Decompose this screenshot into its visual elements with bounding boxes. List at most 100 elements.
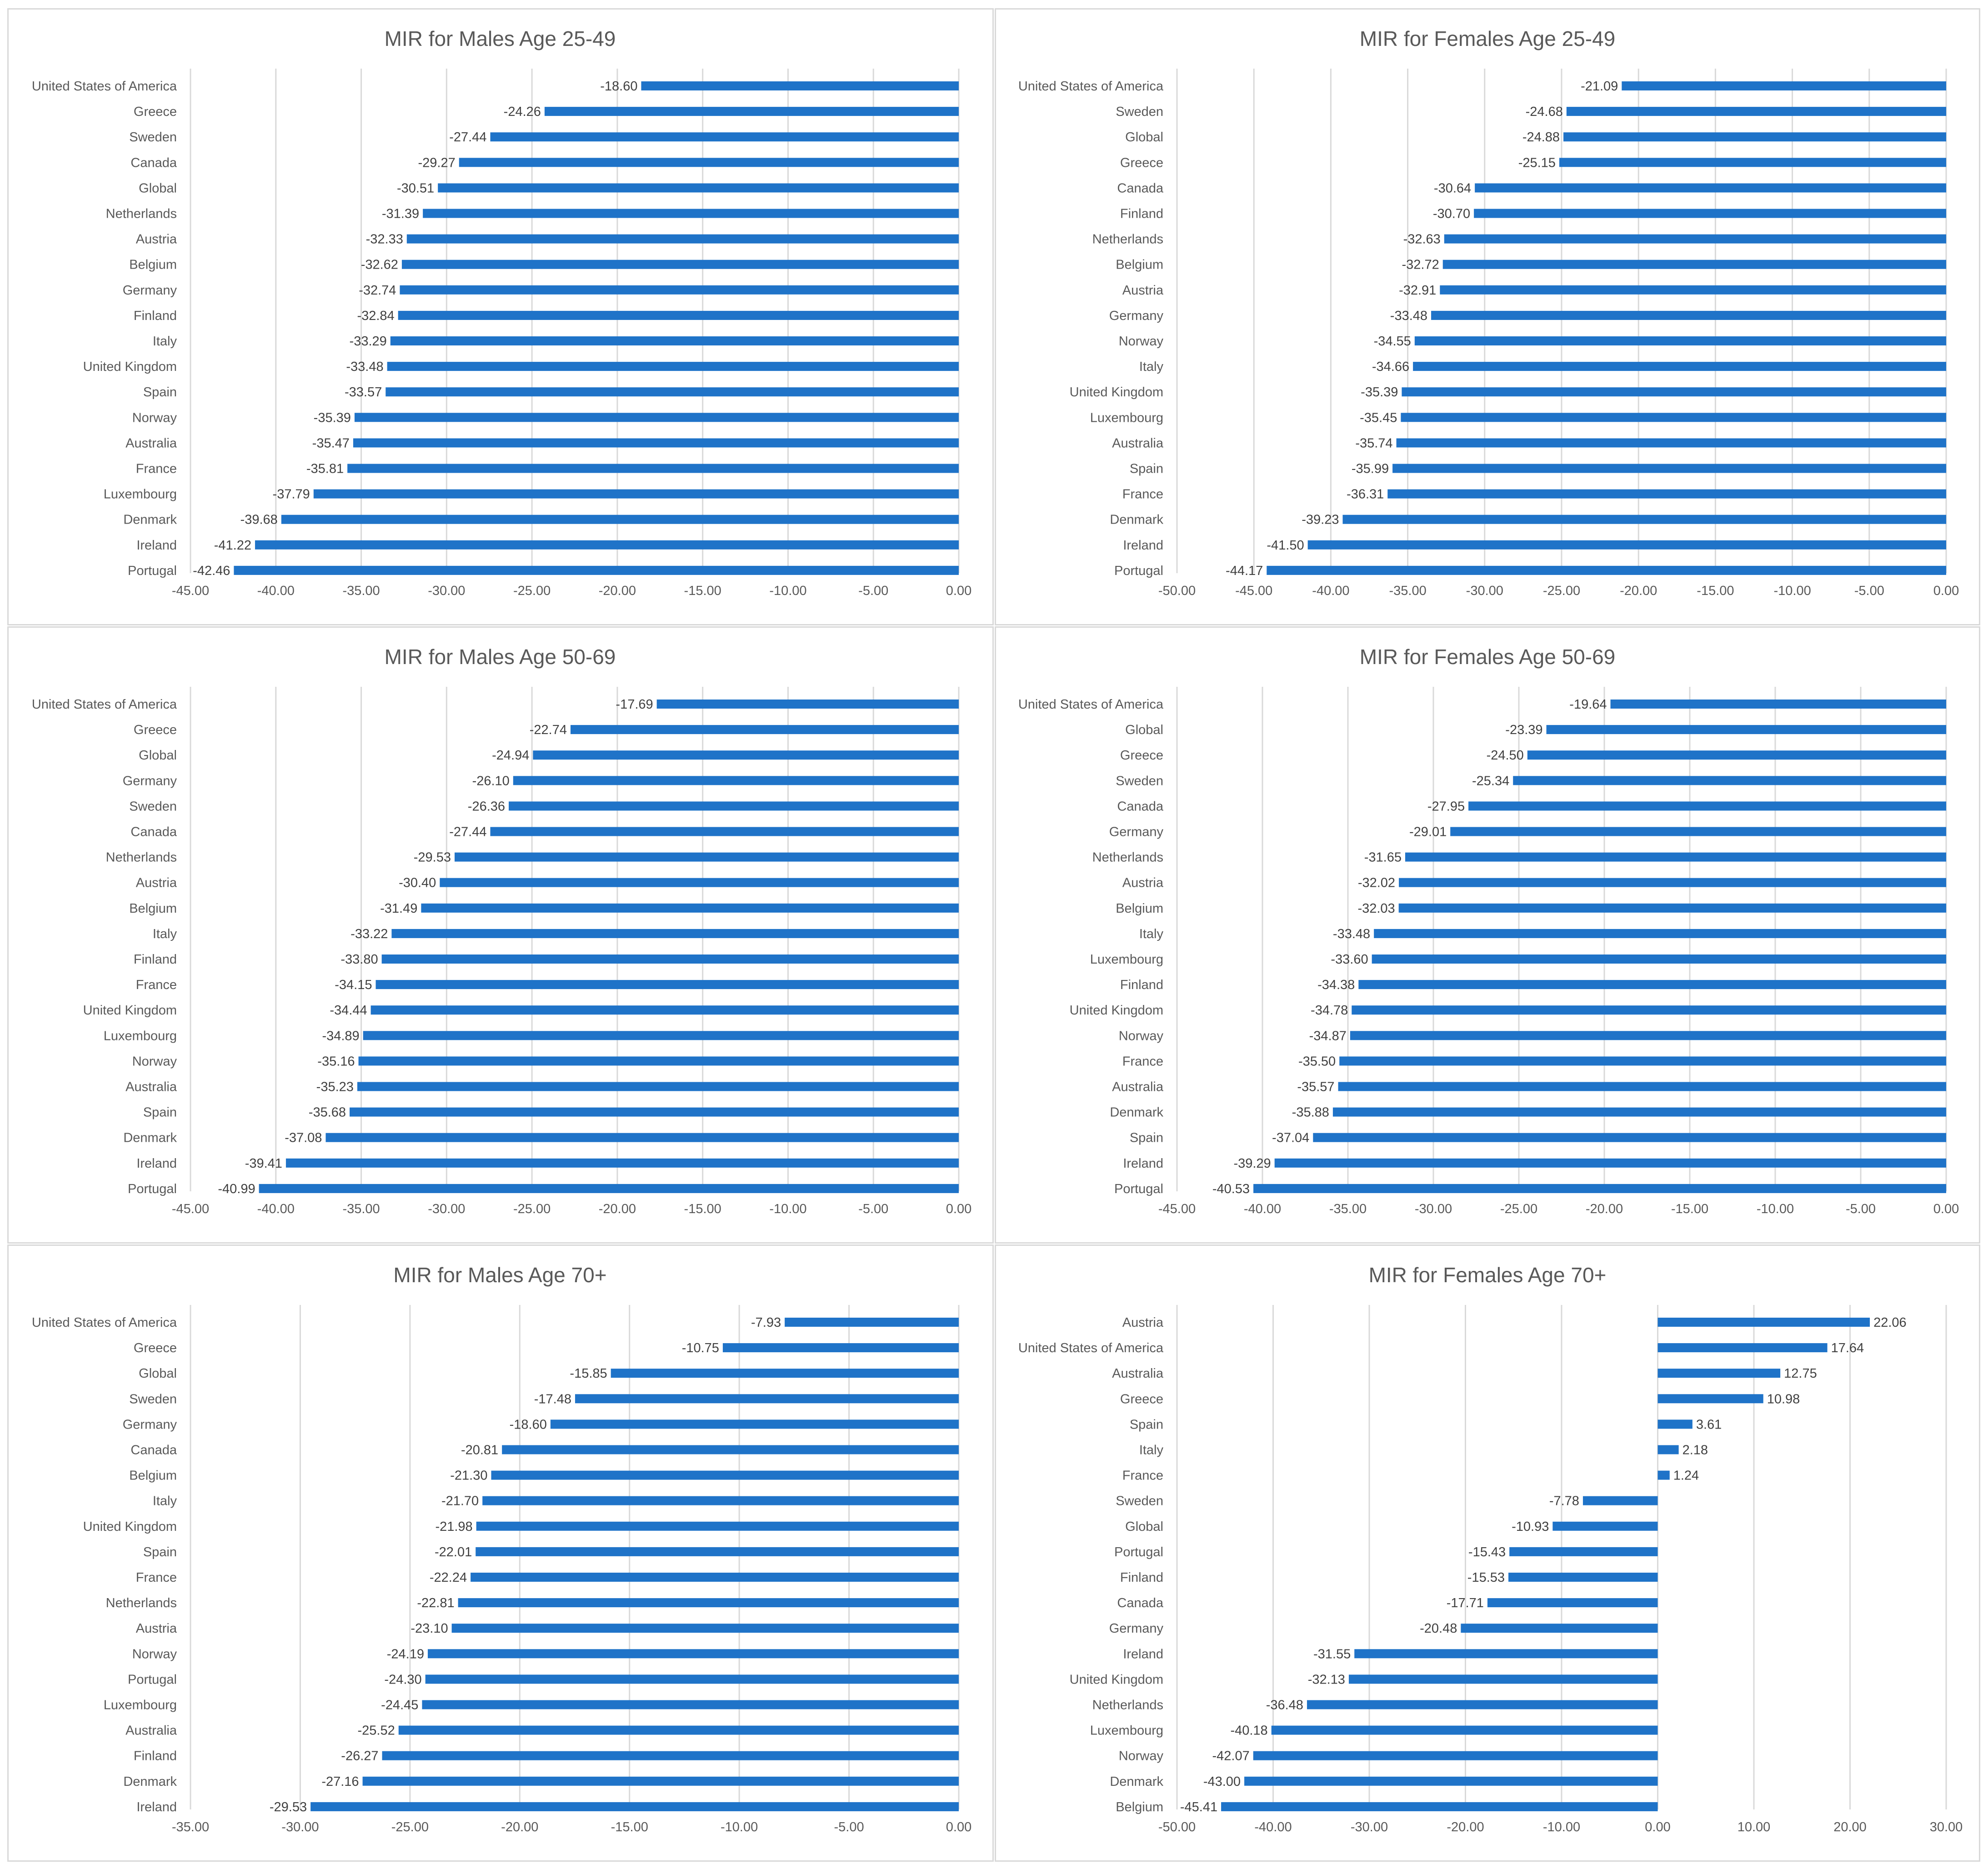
category-label: United Kingdom xyxy=(1070,1003,1163,1018)
bar xyxy=(490,132,959,142)
category-label: Canada xyxy=(1117,799,1163,814)
category-label: United States of America xyxy=(1018,79,1164,94)
bar xyxy=(1338,1082,1946,1091)
category-label: Greece xyxy=(134,1341,177,1355)
bar xyxy=(1582,1496,1658,1505)
category-label: Portugal xyxy=(1114,1545,1163,1559)
data-label: -35.99 xyxy=(1352,462,1389,476)
data-label: -21.98 xyxy=(435,1519,472,1534)
x-tick-label: -35.00 xyxy=(1389,584,1426,598)
bar xyxy=(259,1184,959,1193)
category-label: Norway xyxy=(1119,334,1164,349)
chart-svg: -35.00 -30.00 -25.00 -20.00 -15.00 -10.00 -5.0… xyxy=(32,1263,971,1834)
bar xyxy=(406,234,959,244)
chart-title: MIR for Males Age 70+ xyxy=(393,1263,606,1287)
chart-title: MIR for Females Age 25-49 xyxy=(1360,27,1615,50)
x-tick-label: 20.00 xyxy=(1833,1820,1867,1834)
x-tick-label: -10.00 xyxy=(769,1202,806,1216)
category-label: Netherlands xyxy=(1092,850,1163,865)
category-label: United States of America xyxy=(1018,1341,1164,1355)
category-label: Finland xyxy=(134,1749,177,1764)
bar xyxy=(387,362,959,371)
category-label: France xyxy=(136,1570,177,1585)
bar xyxy=(1401,413,1946,422)
x-tick-label: -10.00 xyxy=(721,1820,758,1834)
data-label: -33.80 xyxy=(341,952,378,967)
data-label: -32.33 xyxy=(366,232,403,247)
bar xyxy=(363,1031,959,1040)
data-label: -39.23 xyxy=(1302,513,1339,527)
data-label: -27.44 xyxy=(449,825,486,840)
data-label: -34.15 xyxy=(335,978,372,992)
category-label: Belgium xyxy=(129,901,177,916)
category-label: Belgium xyxy=(1116,1800,1163,1814)
bar xyxy=(421,903,959,913)
category-label: Norway xyxy=(132,1054,177,1069)
bar xyxy=(476,1547,959,1556)
data-label: -29.53 xyxy=(270,1800,307,1814)
x-tick-label: -15.00 xyxy=(684,584,721,598)
bar xyxy=(1253,1751,1658,1760)
bar xyxy=(358,1056,959,1066)
bar xyxy=(400,285,959,295)
bar xyxy=(482,1496,959,1505)
bar xyxy=(440,878,959,887)
data-label: -35.16 xyxy=(317,1054,355,1069)
x-tick-label: -25.00 xyxy=(391,1820,429,1834)
data-label: -27.16 xyxy=(321,1774,359,1789)
category-label: France xyxy=(1122,487,1163,502)
bar xyxy=(325,1133,959,1142)
category-label: Netherlands xyxy=(106,850,177,865)
data-label: -34.44 xyxy=(330,1003,367,1018)
category-label: Norway xyxy=(1119,1029,1164,1043)
bar xyxy=(382,1751,959,1760)
x-tick-label: -45.00 xyxy=(1235,584,1272,598)
category-label: Italy xyxy=(153,334,177,349)
data-label: -44.17 xyxy=(1226,564,1263,578)
x-tick-label: 30.00 xyxy=(1930,1820,1963,1834)
category-label: Australia xyxy=(1112,1080,1164,1094)
category-label: Norway xyxy=(1119,1749,1164,1764)
data-label: 12.75 xyxy=(1784,1366,1817,1381)
bar xyxy=(1307,1700,1658,1709)
category-label: Global xyxy=(1125,1519,1163,1534)
x-tick-label: -20.00 xyxy=(599,584,636,598)
data-label: -35.50 xyxy=(1298,1054,1336,1069)
data-label: -33.48 xyxy=(1333,927,1370,941)
x-tick-label: -20.00 xyxy=(1620,584,1657,598)
x-tick-label: -45.00 xyxy=(1158,1202,1196,1216)
chart-panel-males-25-49: -45.00 -40.00 -35.00 -30.00 -25.00 -20.00 -15.… xyxy=(7,8,994,625)
data-label: -10.93 xyxy=(1512,1519,1549,1534)
x-tick-label: -5.00 xyxy=(858,584,888,598)
data-label: -32.13 xyxy=(1308,1672,1345,1687)
x-tick-label: -25.00 xyxy=(1543,584,1580,598)
bar xyxy=(1342,515,1946,524)
category-label: Austria xyxy=(1122,1315,1164,1330)
bar xyxy=(1405,852,1946,862)
data-label: -18.60 xyxy=(510,1417,547,1432)
bar xyxy=(1267,565,1946,575)
category-label: Norway xyxy=(132,1647,177,1661)
category-label: Portugal xyxy=(128,1672,177,1687)
data-label: -35.57 xyxy=(1297,1080,1334,1094)
data-label: -26.10 xyxy=(472,774,510,788)
category-label: Global xyxy=(1125,723,1163,737)
category-label: Austria xyxy=(136,1621,177,1636)
bar xyxy=(1509,1547,1658,1556)
bar xyxy=(1468,801,1946,811)
data-label: -21.70 xyxy=(441,1494,479,1509)
category-label: Luxembourg xyxy=(1090,410,1163,425)
bar xyxy=(398,1725,959,1735)
data-label: -30.70 xyxy=(1433,207,1470,221)
data-label: -34.66 xyxy=(1372,360,1409,374)
x-tick-label: -35.00 xyxy=(342,1202,380,1216)
x-tick-label: -25.00 xyxy=(513,584,551,598)
x-tick-label: -5.00 xyxy=(1846,1202,1876,1216)
data-label: -42.07 xyxy=(1212,1749,1249,1764)
data-label: -33.60 xyxy=(1331,952,1368,967)
category-label: Italy xyxy=(153,927,177,941)
data-label: -32.74 xyxy=(359,283,396,298)
x-tick-label: 0.00 xyxy=(1645,1820,1670,1834)
bar xyxy=(471,1573,959,1582)
data-label: -35.81 xyxy=(306,462,344,476)
